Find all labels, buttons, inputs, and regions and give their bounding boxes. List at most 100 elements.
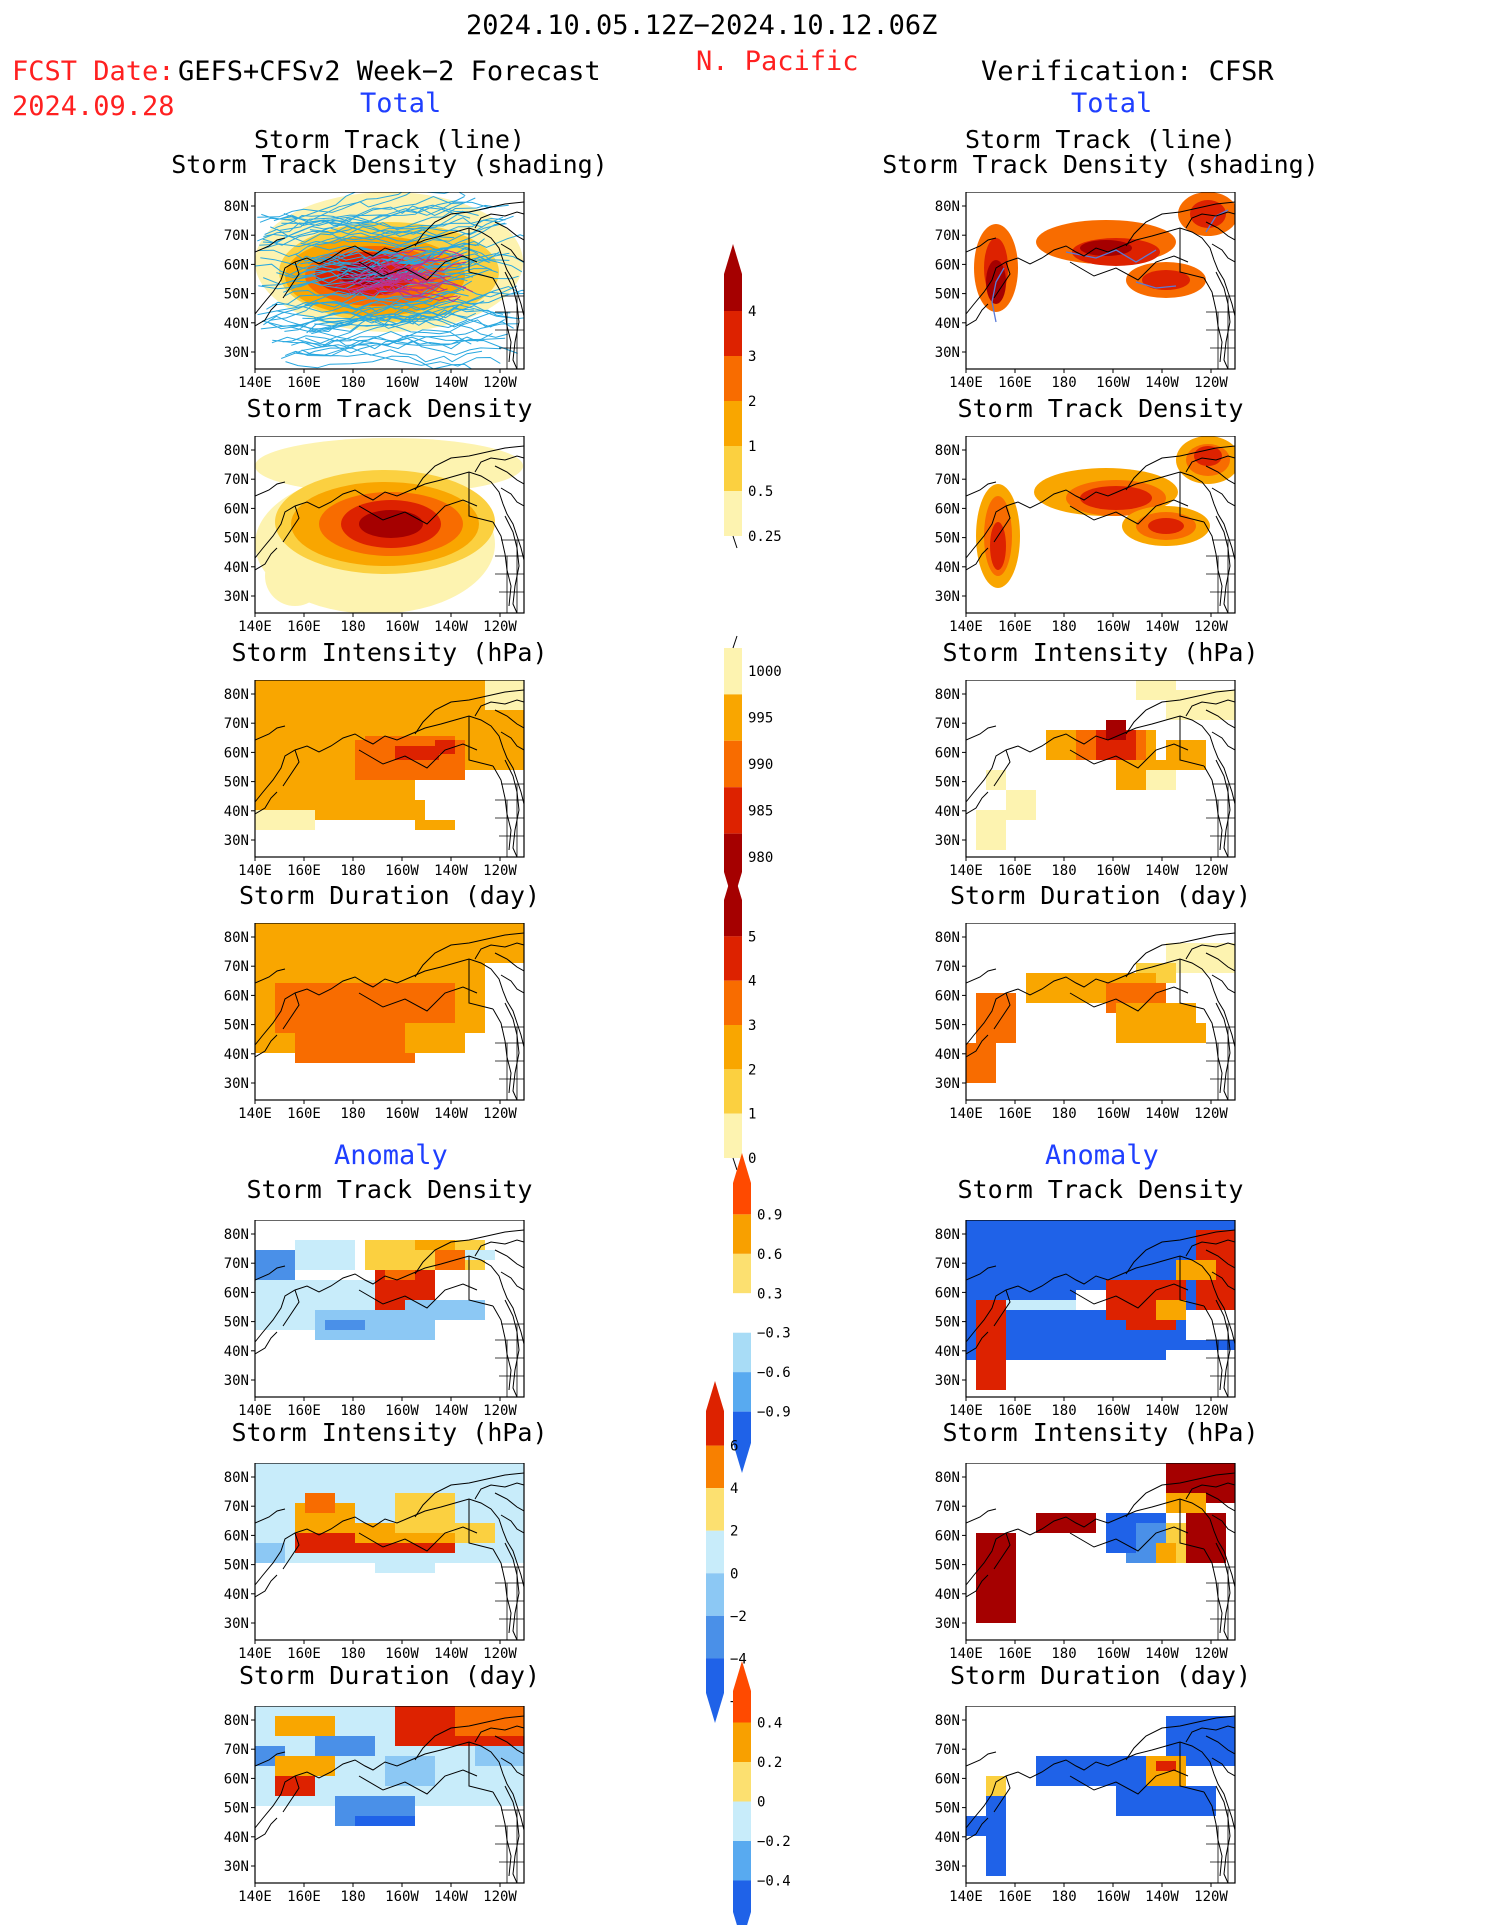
region-title: N. Pacific xyxy=(696,46,859,77)
field-cell xyxy=(1176,1260,1216,1280)
field-cell xyxy=(966,1043,996,1083)
verification-anomaly-label: Anomaly xyxy=(1045,1140,1159,1171)
lon-label: 140E xyxy=(949,1889,983,1905)
forecast-panel-1-title: Storm Track (line) xyxy=(254,125,525,154)
forecast-map-3: 80N 70N 60N 50N 40N 30N 140E 160E 180 160W 140W 120… xyxy=(224,680,525,879)
lat-label: 70N xyxy=(224,959,249,975)
verification-map-1: 80N 70N 60N 50N 40N 30N 140E 160E 180 160W 140W 120… xyxy=(935,192,1236,391)
field-cell xyxy=(1106,720,1126,740)
lat-label: 80N xyxy=(935,199,960,215)
lon-label: 140E xyxy=(238,863,272,879)
lon-label: 140E xyxy=(238,375,272,391)
lon-label: 160W xyxy=(385,1403,419,1419)
lat-label: 60N xyxy=(224,745,249,761)
verification-panel-2-title: Storm Track Density xyxy=(957,394,1244,423)
lon-label: 120W xyxy=(483,619,517,635)
lon-label: 140E xyxy=(949,619,983,635)
field-cell xyxy=(305,1493,335,1513)
field-cell xyxy=(395,1493,455,1533)
colorbar-swatch xyxy=(733,1880,751,1925)
colorbar-swatch xyxy=(724,936,742,981)
lat-label: 30N xyxy=(935,1859,960,1875)
lat-label: 40N xyxy=(224,1344,249,1360)
colorbar-label: 2 xyxy=(748,1062,756,1078)
field-cell xyxy=(1156,1543,1176,1563)
lat-label: 80N xyxy=(224,199,249,215)
lat-label: 30N xyxy=(224,1373,249,1389)
lat-label: 70N xyxy=(935,1742,960,1758)
verification-map-2: 80N 70N 60N 50N 40N 30N 140E 160E 180 160W 140W 120… xyxy=(935,436,1236,635)
colorbar-swatch xyxy=(733,1293,751,1333)
lon-label: 140E xyxy=(949,1106,983,1122)
lon-label: 140W xyxy=(1145,863,1179,879)
lat-label: 40N xyxy=(935,1587,960,1603)
field-cell xyxy=(255,810,315,830)
forecast-map-6: 80N 70N 60N 50N 40N 30N 140E 160E 180 160W 140W 120… xyxy=(224,1463,525,1662)
lat-label: 40N xyxy=(224,804,249,820)
lat-label: 60N xyxy=(935,1771,960,1787)
field-blob xyxy=(1080,486,1152,510)
field-cell xyxy=(1036,1756,1166,1786)
colorbar-label: 0.25 xyxy=(748,529,782,545)
lon-label: 160E xyxy=(998,1646,1032,1662)
colorbar-swatch xyxy=(733,1801,751,1841)
colorbar-swatch xyxy=(724,740,742,788)
colorbar-label: 990 xyxy=(748,757,773,773)
lat-label: 80N xyxy=(224,1713,249,1729)
field-cell xyxy=(1146,770,1176,790)
field-cell xyxy=(976,1300,1006,1390)
lat-label: 50N xyxy=(935,1018,960,1034)
forecast-panel-3-title: Storm Intensity (hPa) xyxy=(231,638,548,667)
lat-label: 80N xyxy=(224,1470,249,1486)
lon-label: 120W xyxy=(1194,375,1228,391)
colorbar-swatch xyxy=(733,1411,751,1473)
colorbar-swatch xyxy=(706,1381,724,1446)
field-cell xyxy=(1126,1553,1166,1563)
lon-label: 140E xyxy=(238,1889,272,1905)
colorbar-swatch xyxy=(724,870,742,937)
lat-label: 80N xyxy=(935,1713,960,1729)
lon-label: 160W xyxy=(385,375,419,391)
colorbar-swatch xyxy=(724,1025,742,1070)
lat-label: 60N xyxy=(935,1528,960,1544)
lat-label: 80N xyxy=(935,687,960,703)
lat-label: 30N xyxy=(224,833,249,849)
lon-label: 160W xyxy=(1096,863,1130,879)
field-cell xyxy=(415,1240,455,1250)
field-cell xyxy=(275,1716,335,1736)
colorbar-label: 1 xyxy=(748,439,756,455)
lon-label: 180 xyxy=(1051,1889,1076,1905)
lat-label: 70N xyxy=(224,1742,249,1758)
lon-label: 160E xyxy=(287,1889,321,1905)
field-cell xyxy=(295,800,425,820)
colorbar-label: 2 xyxy=(730,1524,738,1540)
lon-label: 140E xyxy=(949,863,983,879)
lat-label: 30N xyxy=(935,589,960,605)
lon-label: 120W xyxy=(483,1646,517,1662)
lat-label: 30N xyxy=(224,345,249,361)
field-cell xyxy=(966,1816,1006,1836)
colorbar-swatch xyxy=(733,1762,751,1802)
forecast-map-7: 80N 70N 60N 50N 40N 30N 140E 160E 180 160W 140W 120… xyxy=(224,1706,525,1905)
field-cell xyxy=(986,1776,1006,1796)
lat-label: 30N xyxy=(935,1076,960,1092)
field-cell xyxy=(375,1563,435,1573)
colorbar-anom_density: 0.9 0.6 0.3 −0.3 −0.6 −0.9 xyxy=(733,1153,791,1473)
lon-label: 140W xyxy=(1145,1403,1179,1419)
colorbar-label: 6 xyxy=(730,1439,738,1455)
colorbar-swatch xyxy=(724,1069,742,1114)
lat-label: 70N xyxy=(935,959,960,975)
lat-label: 30N xyxy=(935,1373,960,1389)
colorbar-label: −6 xyxy=(730,1694,747,1710)
forecast-panel-4-title: Storm Duration (day) xyxy=(238,881,541,910)
lat-label: 30N xyxy=(224,1616,249,1632)
lat-label: 60N xyxy=(224,1285,249,1301)
colorbar-label: 0 xyxy=(748,1151,756,1167)
lon-label: 160W xyxy=(385,863,419,879)
colorbar-label: 4 xyxy=(748,304,756,320)
colorbar-swatch xyxy=(724,1113,742,1158)
colorbar-label: −0.6 xyxy=(757,1365,791,1381)
field-cell xyxy=(1006,1300,1106,1310)
lat-label: 50N xyxy=(935,1315,960,1331)
lat-label: 60N xyxy=(224,1528,249,1544)
